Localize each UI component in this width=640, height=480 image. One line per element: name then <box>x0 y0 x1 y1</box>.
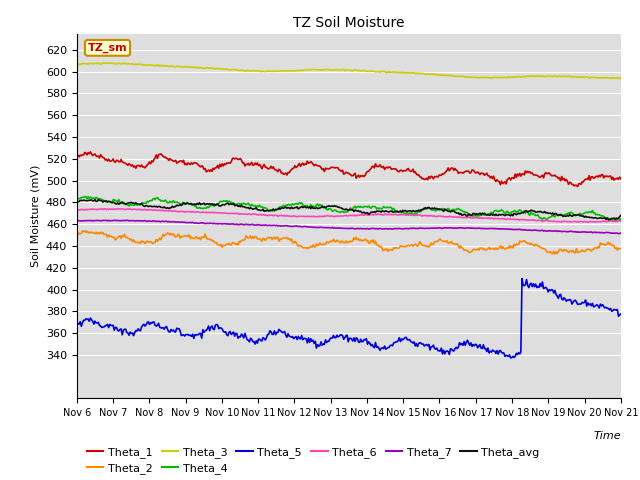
Theta_7 <box>617 230 625 236</box>
Theta_7 <box>474 225 481 231</box>
Theta_6 <box>568 219 576 225</box>
Line: Theta_2: Theta_2 <box>77 231 621 254</box>
Theta_4 <box>303 203 311 208</box>
Theta_7 <box>243 222 251 228</box>
Theta_avg <box>474 212 481 217</box>
Theta_4 <box>378 205 386 211</box>
Theta_6 <box>591 219 598 225</box>
Line: Theta_7: Theta_7 <box>77 220 621 234</box>
Theta_5 <box>378 345 385 351</box>
Theta_avg <box>617 213 625 218</box>
Theta_6 <box>474 215 481 221</box>
Line: Theta_4: Theta_4 <box>77 196 621 222</box>
Theta_7 <box>123 217 131 223</box>
Theta_avg <box>243 205 251 211</box>
Theta_avg <box>95 197 102 203</box>
Theta_2 <box>551 251 559 257</box>
Theta_4 <box>82 193 90 199</box>
Theta_7 <box>568 228 576 234</box>
Theta_5 <box>73 321 81 326</box>
Theta_2 <box>617 245 625 251</box>
Theta_2 <box>569 248 577 253</box>
Y-axis label: Soil Moisture (mV): Soil Moisture (mV) <box>30 165 40 267</box>
Line: Theta_5: Theta_5 <box>77 278 621 358</box>
Theta_2 <box>404 242 412 248</box>
Theta_3 <box>617 75 625 81</box>
Theta_4 <box>243 201 251 207</box>
Theta_2 <box>378 246 386 252</box>
Theta_avg <box>604 217 612 223</box>
Theta_2 <box>303 244 311 250</box>
Text: Time: Time <box>593 431 621 441</box>
Theta_6 <box>303 214 311 219</box>
Theta_7 <box>614 231 622 237</box>
Theta_1 <box>378 165 386 170</box>
Theta_1 <box>243 162 251 168</box>
Theta_1 <box>474 169 481 175</box>
Theta_4 <box>73 197 81 203</box>
Theta_1 <box>303 158 311 164</box>
Theta_5 <box>403 337 411 343</box>
Theta_6 <box>98 206 106 212</box>
Theta_3 <box>568 74 576 80</box>
Theta_6 <box>73 207 81 213</box>
Theta_7 <box>303 224 311 229</box>
Line: Theta_avg: Theta_avg <box>77 200 621 220</box>
Line: Theta_3: Theta_3 <box>77 63 621 79</box>
Line: Theta_6: Theta_6 <box>77 209 621 222</box>
Theta_1 <box>73 156 81 162</box>
Theta_4 <box>611 219 619 225</box>
Theta_1 <box>574 184 582 190</box>
Theta_1 <box>86 149 94 155</box>
Theta_3 <box>404 70 412 76</box>
Theta_6 <box>617 218 625 224</box>
Theta_5 <box>507 355 515 361</box>
Theta_6 <box>243 212 251 217</box>
Theta_5 <box>242 334 250 339</box>
Theta_5 <box>473 342 481 348</box>
Theta_5 <box>569 300 577 305</box>
Theta_5 <box>302 336 310 342</box>
Theta_avg <box>378 208 386 214</box>
Line: Theta_1: Theta_1 <box>77 152 621 187</box>
Theta_avg <box>568 214 576 219</box>
Theta_3 <box>108 60 116 66</box>
Theta_3 <box>378 69 386 74</box>
Theta_4 <box>568 210 576 216</box>
Theta_7 <box>73 218 81 224</box>
Title: TZ Soil Moisture: TZ Soil Moisture <box>293 16 404 30</box>
Theta_5 <box>518 276 526 281</box>
Text: TZ_sm: TZ_sm <box>88 43 127 53</box>
Theta_avg <box>73 199 81 205</box>
Legend: Theta_1, Theta_2, Theta_3, Theta_4, Theta_5, Theta_6, Theta_7, Theta_avg: Theta_1, Theta_2, Theta_3, Theta_4, Thet… <box>83 442 544 479</box>
Theta_1 <box>617 176 625 181</box>
Theta_avg <box>404 208 412 214</box>
Theta_3 <box>303 67 311 72</box>
Theta_2 <box>73 233 81 239</box>
Theta_4 <box>404 211 412 216</box>
Theta_1 <box>568 181 576 187</box>
Theta_4 <box>474 213 481 218</box>
Theta_3 <box>474 75 481 81</box>
Theta_3 <box>73 61 81 67</box>
Theta_2 <box>243 234 251 240</box>
Theta_7 <box>404 226 412 232</box>
Theta_2 <box>81 228 88 234</box>
Theta_3 <box>607 76 614 82</box>
Theta_5 <box>617 311 625 317</box>
Theta_avg <box>303 204 311 210</box>
Theta_6 <box>378 212 386 217</box>
Theta_2 <box>474 246 481 252</box>
Theta_6 <box>404 212 412 218</box>
Theta_7 <box>378 226 386 232</box>
Theta_4 <box>617 216 625 222</box>
Theta_3 <box>243 68 251 73</box>
Theta_1 <box>404 166 412 171</box>
